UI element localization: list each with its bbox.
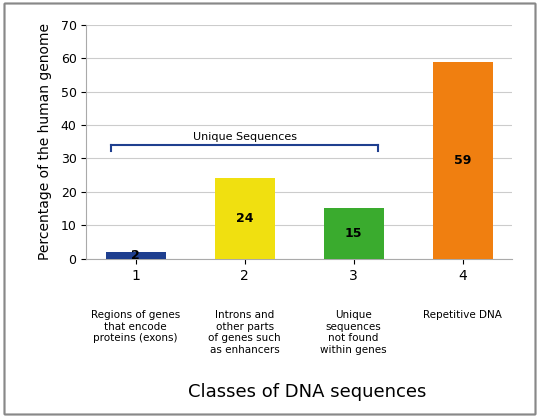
- Text: Classes of DNA sequences: Classes of DNA sequences: [188, 383, 426, 401]
- Text: Repetitive DNA: Repetitive DNA: [423, 310, 502, 320]
- Bar: [215, 178, 274, 259]
- Text: Introns and
other parts
of genes such
as enhancers: Introns and other parts of genes such as…: [208, 310, 281, 355]
- Bar: [106, 252, 165, 259]
- Text: 2: 2: [131, 249, 140, 262]
- Bar: [324, 208, 384, 259]
- Text: 15: 15: [345, 227, 362, 240]
- Text: Unique Sequences: Unique Sequences: [192, 133, 296, 143]
- Bar: [433, 62, 493, 259]
- Y-axis label: Percentage of the human genome: Percentage of the human genome: [38, 23, 52, 260]
- Text: 59: 59: [454, 153, 472, 167]
- Text: Unique
sequences
not found
within genes: Unique sequences not found within genes: [320, 310, 387, 355]
- Text: Regions of genes
that encode
proteins (exons): Regions of genes that encode proteins (e…: [91, 310, 180, 343]
- Text: 24: 24: [236, 212, 253, 225]
